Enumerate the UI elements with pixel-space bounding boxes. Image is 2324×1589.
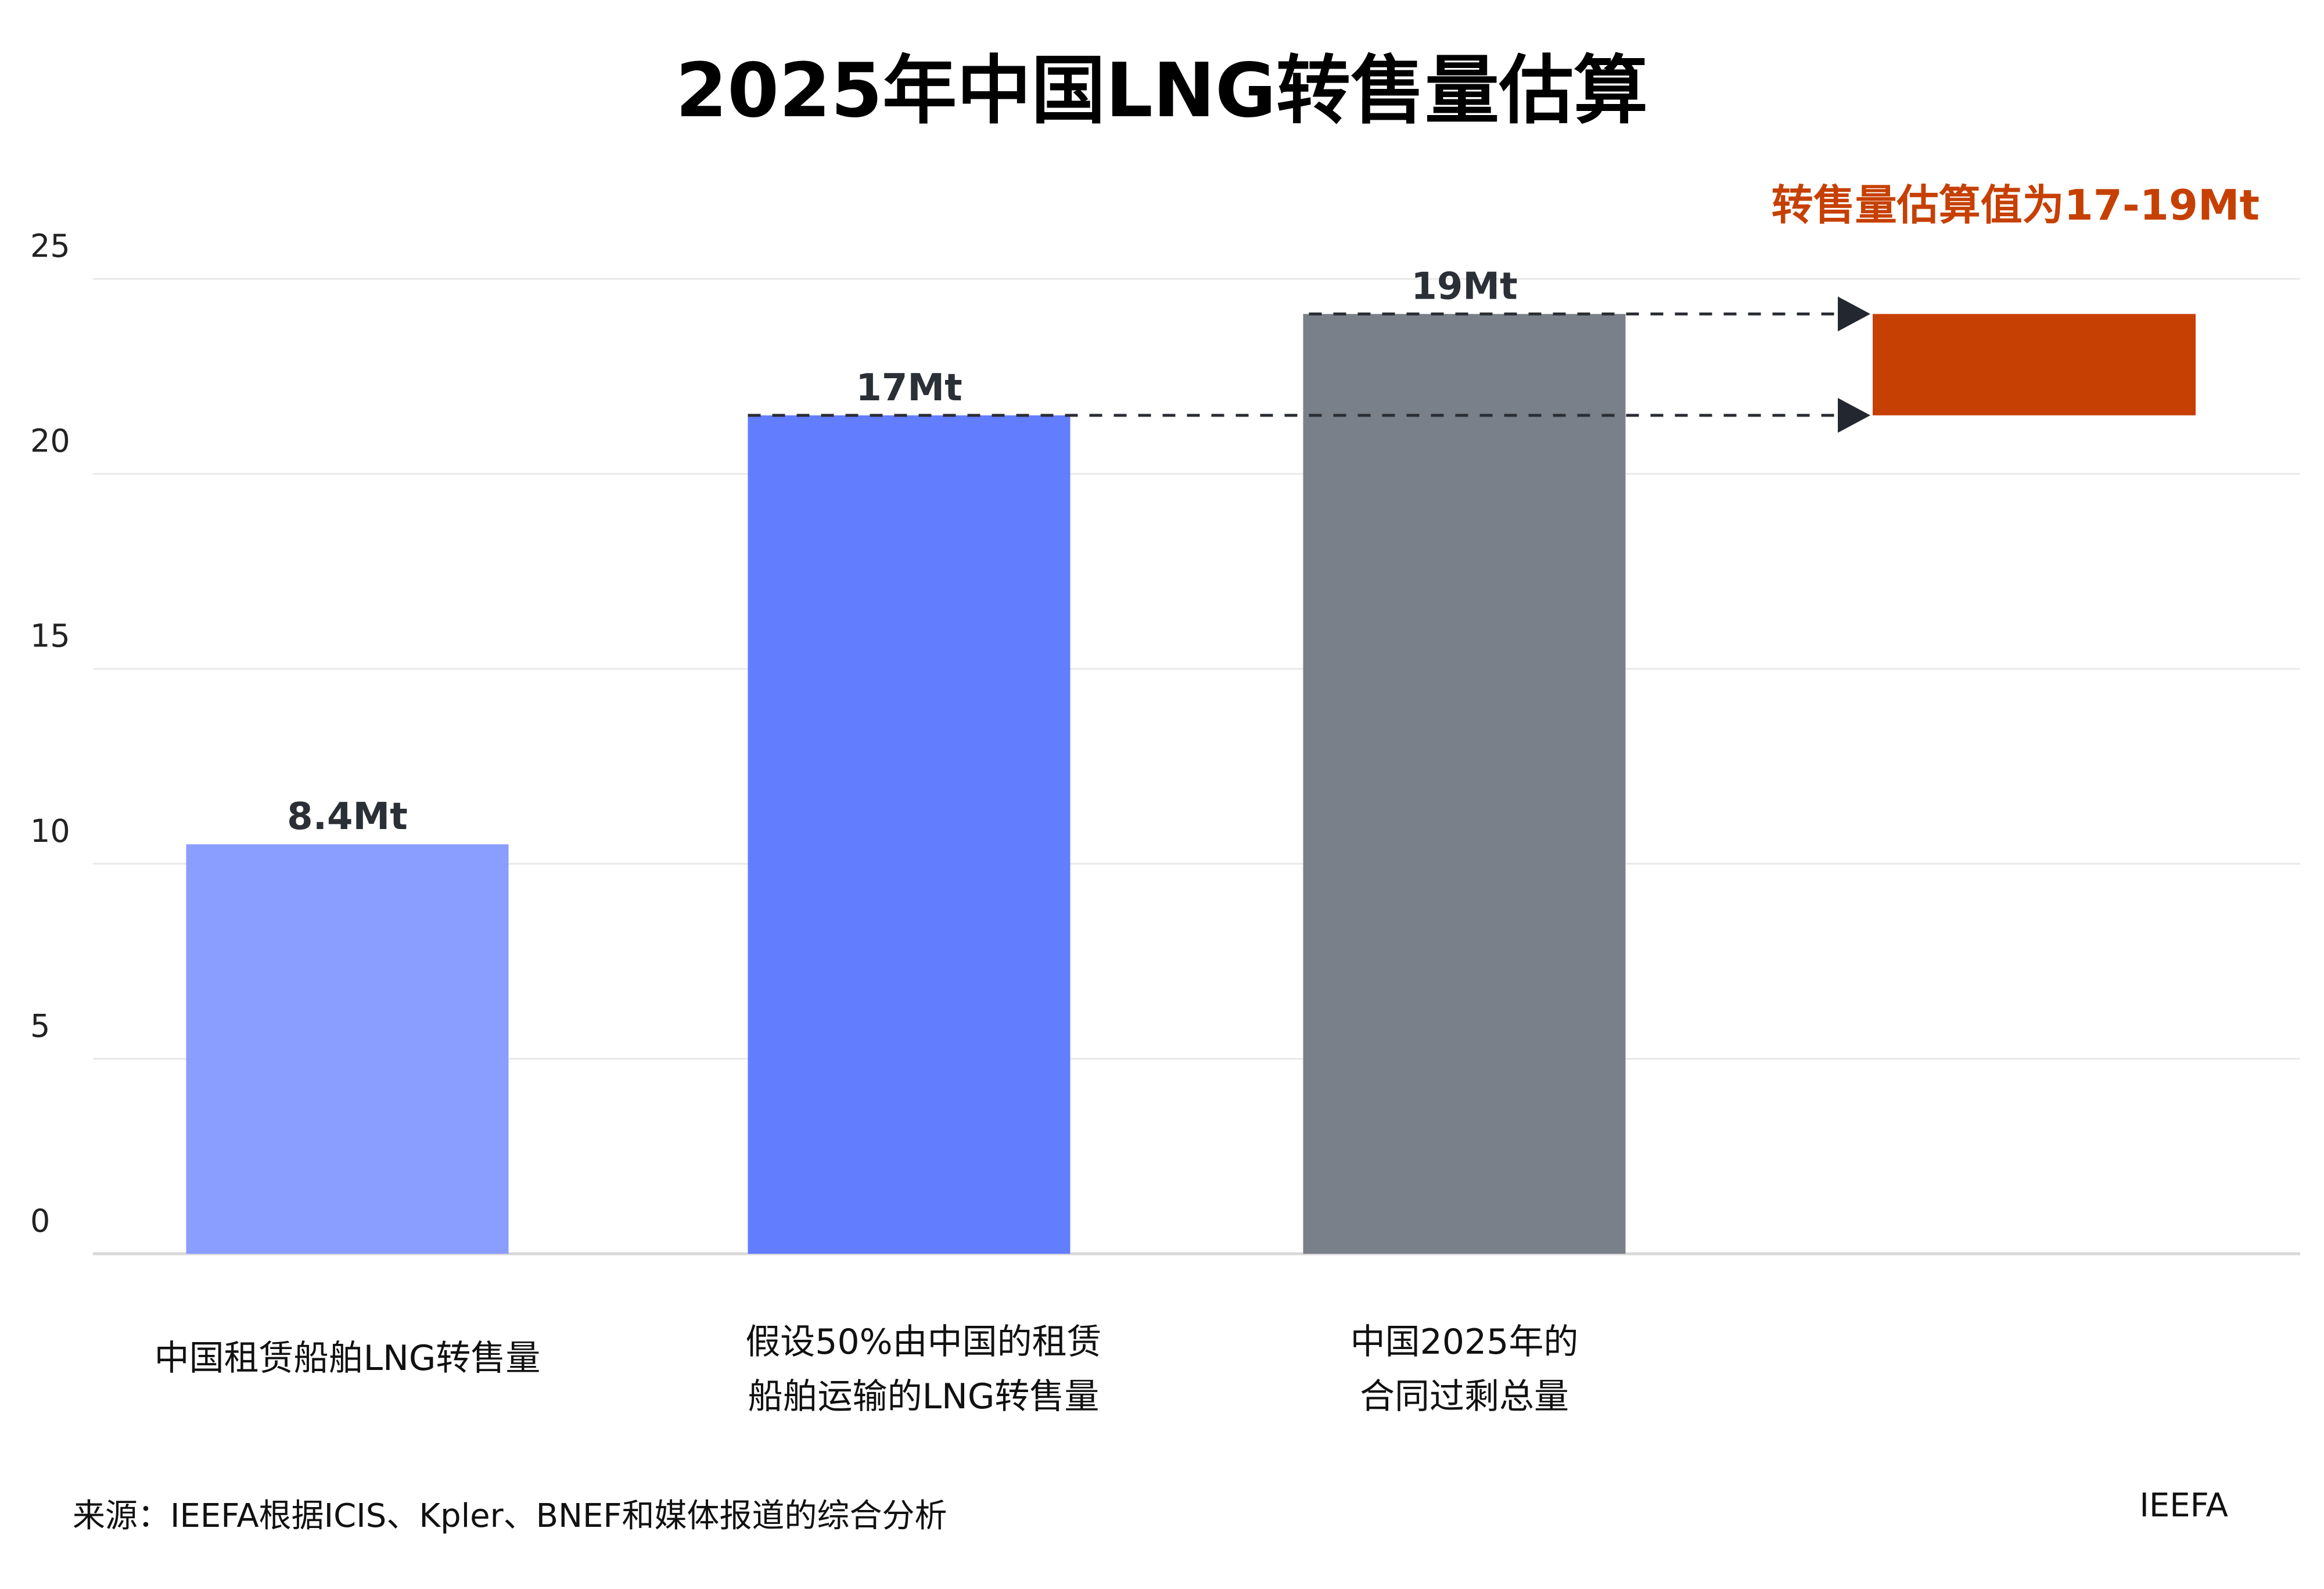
y-tick-label: 5 bbox=[30, 1007, 50, 1044]
y-tick-label: 0 bbox=[30, 1203, 50, 1239]
category-label: 中国租赁船舶LNG转售量 bbox=[155, 1338, 541, 1379]
y-tick-label: 25 bbox=[30, 228, 70, 264]
category-label: 中国2025年的 bbox=[1350, 1322, 1579, 1362]
bars bbox=[186, 314, 2196, 1254]
data-label: 19Mt bbox=[1411, 265, 1517, 308]
y-tick-label: 20 bbox=[30, 423, 70, 460]
category-label: 假设50%由中国的租赁 bbox=[745, 1322, 1101, 1362]
range-box bbox=[1873, 314, 2196, 415]
arrowhead bbox=[1838, 296, 1870, 332]
y-tick-label: 10 bbox=[30, 813, 70, 849]
chart-title: 2025年中国LNG转售量估算 bbox=[676, 48, 1648, 134]
y-axis-ticks: 0 5 10 15 20 25 bbox=[30, 228, 70, 1239]
y-tick-label: 15 bbox=[30, 618, 70, 654]
brand-label: IEEFA bbox=[2139, 1487, 2228, 1525]
source-note: 来源：IEEFA根据ICIS、Kpler、BNEF和媒体报道的综合分析 bbox=[73, 1497, 947, 1535]
data-labels: 8.4Mt 17Mt 19Mt bbox=[287, 265, 1518, 838]
category-label: 合同过剩总量 bbox=[1360, 1376, 1569, 1417]
arrowhead bbox=[1838, 397, 1870, 433]
category-label: 船舶运输的LNG转售量 bbox=[748, 1376, 1100, 1417]
range-annotation: 转售量估算值为17-19Mt bbox=[1772, 181, 2260, 229]
range-arrows bbox=[748, 296, 1870, 433]
bar bbox=[1303, 314, 1626, 1254]
data-label: 17Mt bbox=[856, 367, 962, 410]
bar bbox=[748, 415, 1071, 1254]
data-label: 8.4Mt bbox=[287, 795, 408, 838]
bar bbox=[186, 844, 509, 1254]
